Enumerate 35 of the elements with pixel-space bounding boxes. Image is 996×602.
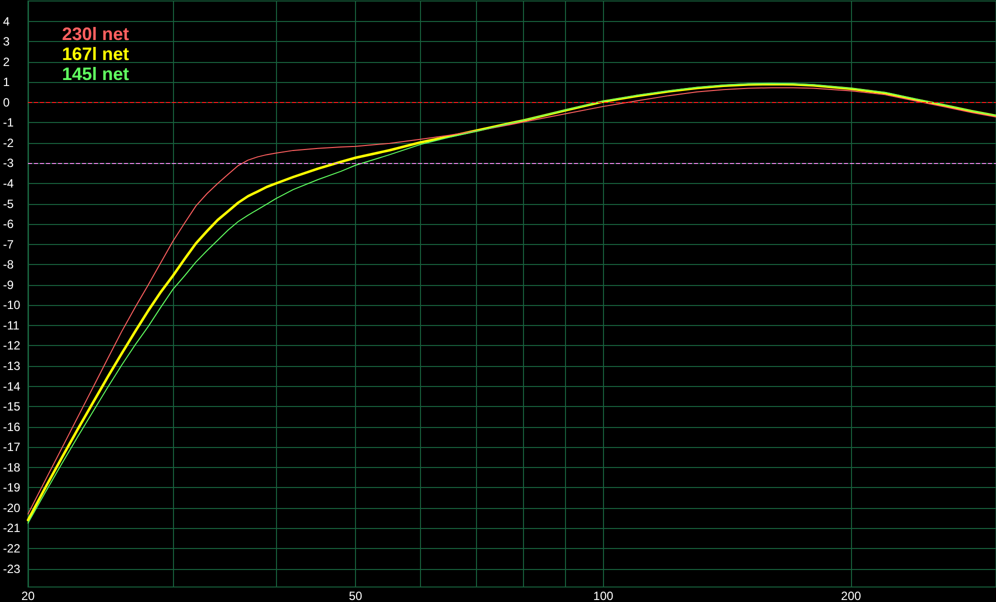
x-tick-label: 20 <box>21 589 35 602</box>
y-tick-label: -19 <box>3 480 21 495</box>
y-tick-label: -11 <box>3 318 20 332</box>
y-tick-label: -12 <box>3 338 21 353</box>
y-tick-label: -6 <box>3 217 14 232</box>
y-tick-label: -17 <box>3 440 21 454</box>
y-tick-label: -4 <box>3 176 14 190</box>
y-tick-label: -8 <box>3 258 14 272</box>
y-tick-label: -18 <box>3 460 21 474</box>
y-tick-label: -10 <box>3 298 21 312</box>
y-tick-label: -16 <box>3 420 21 434</box>
y-tick-label: -13 <box>3 358 21 373</box>
y-tick-label: -15 <box>3 400 21 414</box>
y-tick-label: 3 <box>3 34 10 49</box>
y-tick-label: 1 <box>3 75 10 90</box>
y-tick-label: 4 <box>3 14 10 28</box>
x-tick-label: 200 <box>841 589 862 602</box>
y-tick-label: -22 <box>3 541 21 556</box>
text: 145l net <box>62 64 130 84</box>
y-tick-label: 2 <box>3 54 10 69</box>
x-tick-label: 100 <box>593 589 614 602</box>
y-tick-label: -14 <box>3 379 21 394</box>
x-tick-label: 50 <box>348 589 363 602</box>
y-tick-label: -21 <box>3 521 21 536</box>
y-tick-label: -2 <box>3 136 14 150</box>
y-tick-label: -7 <box>3 237 14 252</box>
y-tick-label: -23 <box>3 562 21 576</box>
y-tick-label: -3 <box>3 156 14 170</box>
y-tick-label: 0 <box>3 95 10 110</box>
text: 167l net <box>62 44 130 64</box>
y-tick-label: -1 <box>3 116 14 130</box>
y-tick-label: -9 <box>3 278 14 292</box>
text: 230l net <box>62 24 130 44</box>
y-tick-label: -5 <box>3 196 14 211</box>
y-tick-label: -20 <box>3 500 21 515</box>
